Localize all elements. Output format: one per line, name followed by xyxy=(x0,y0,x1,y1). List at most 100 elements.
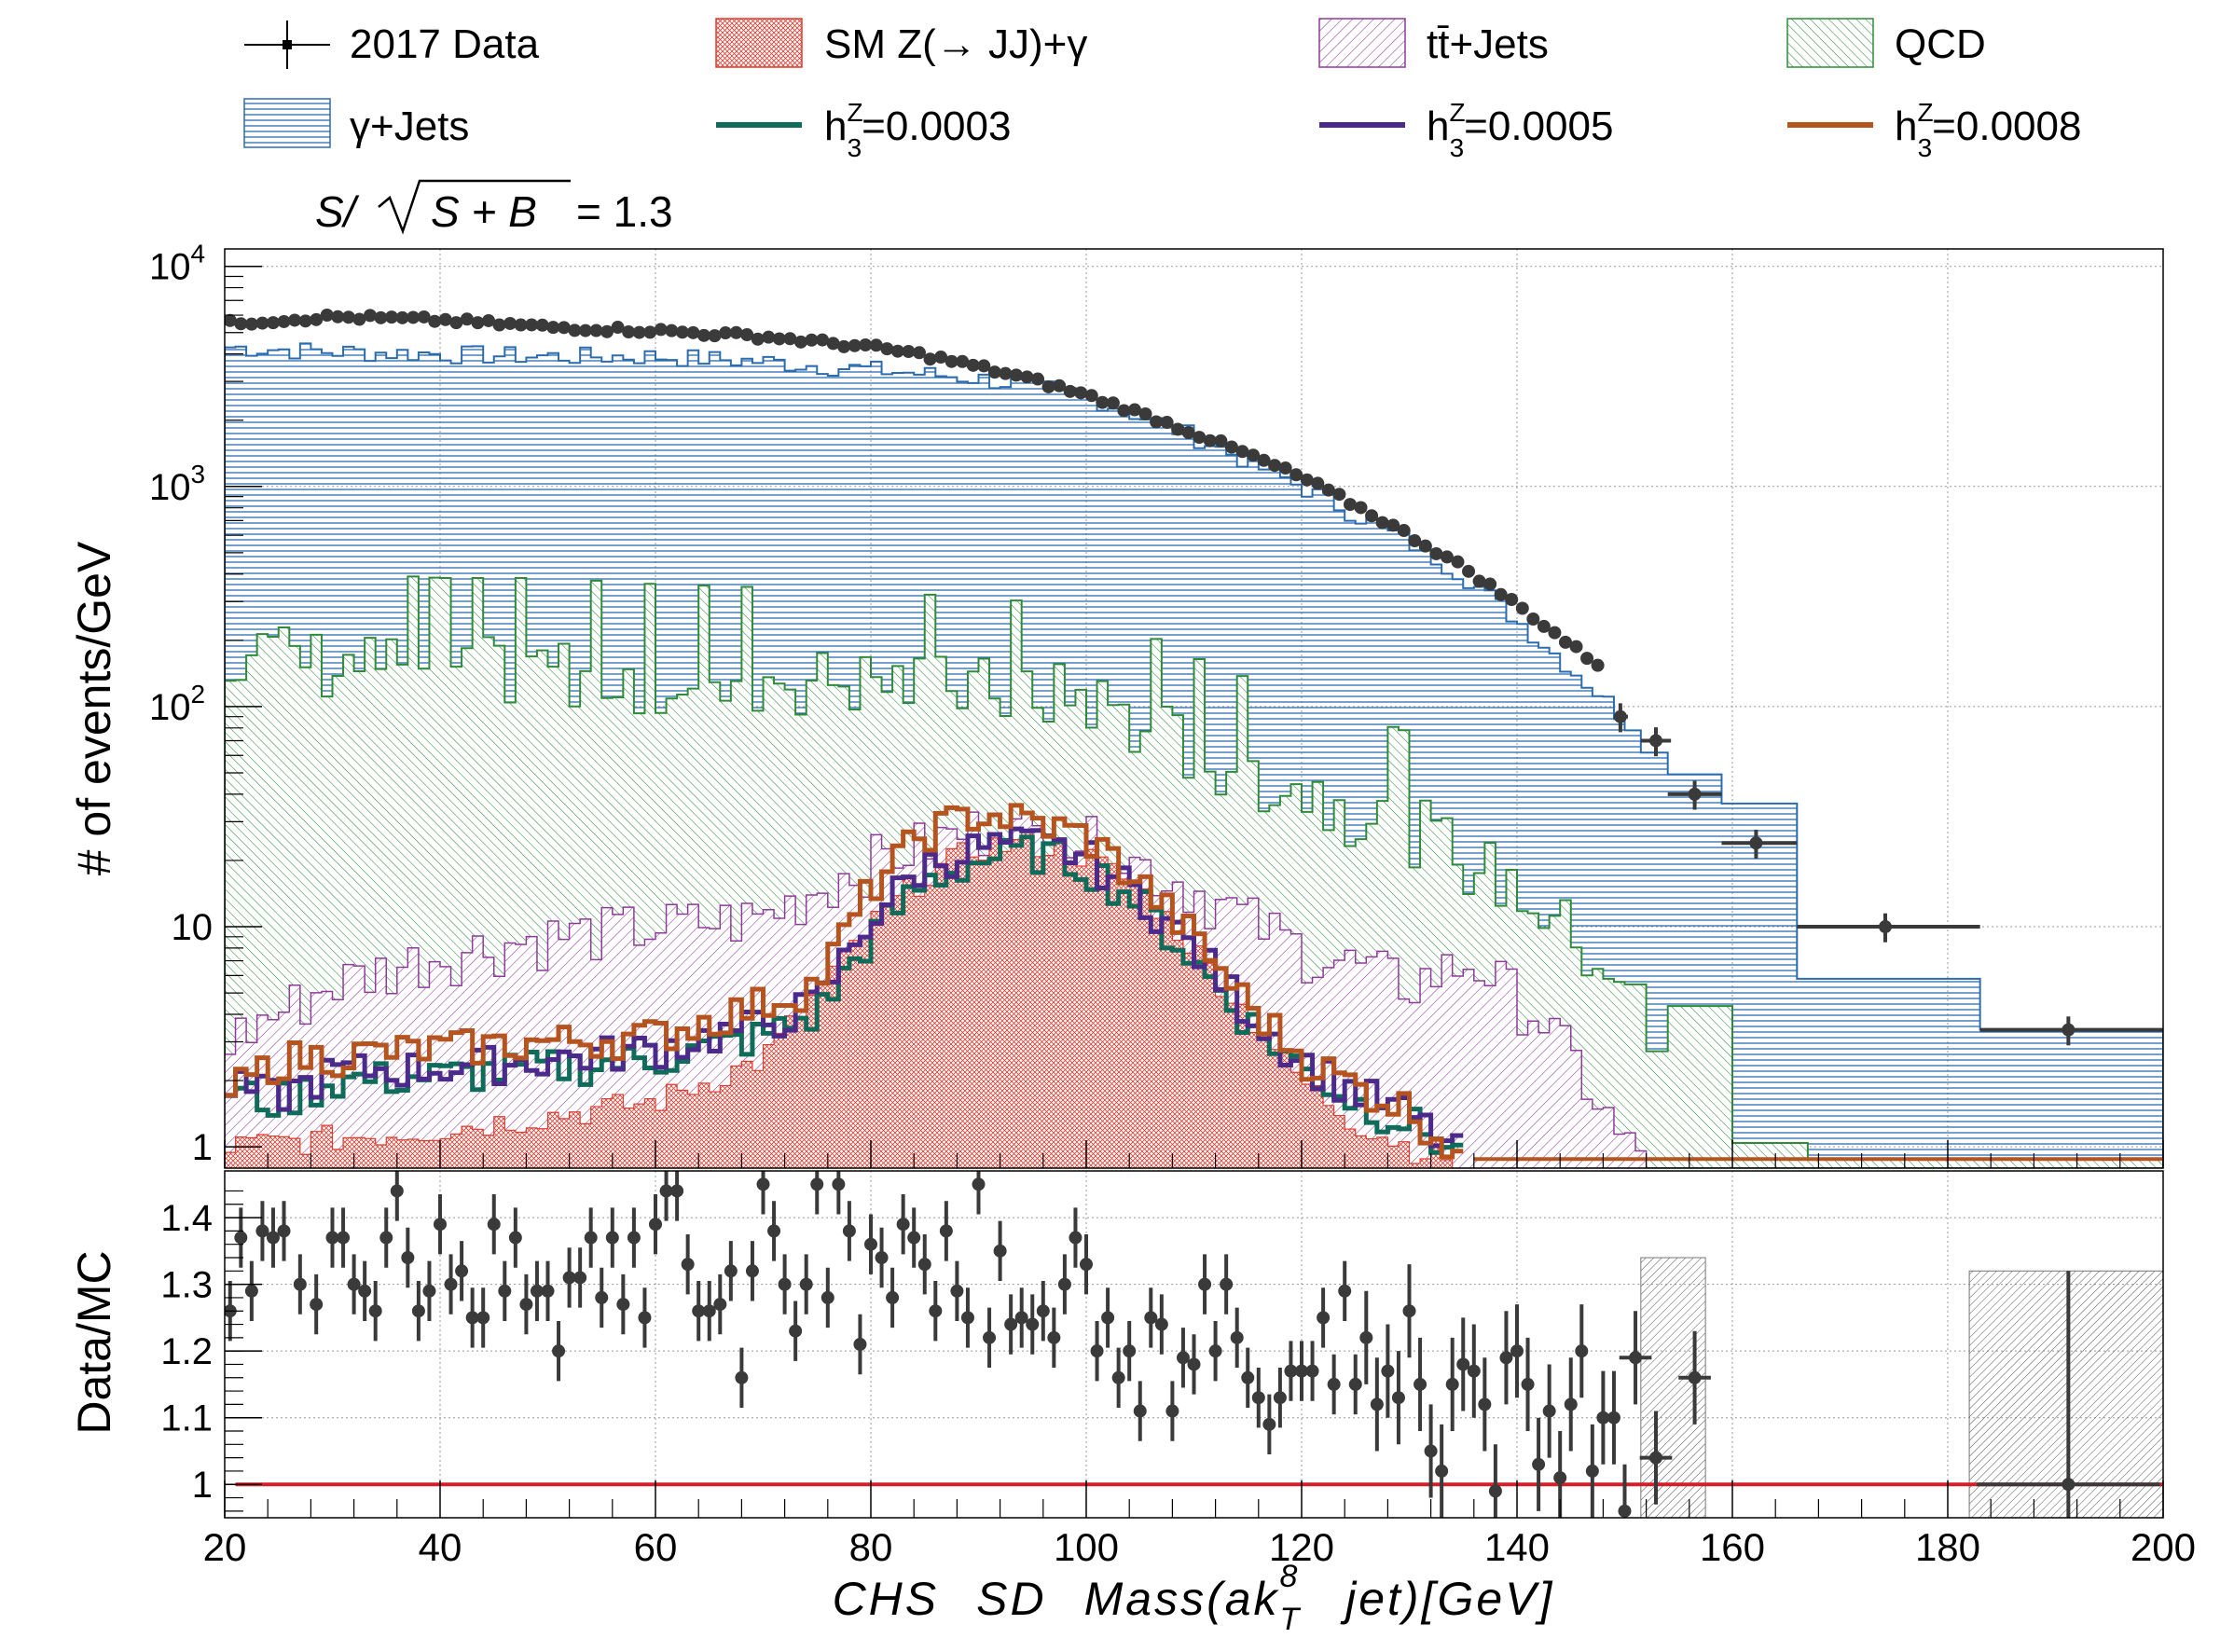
data-point xyxy=(277,314,291,328)
ratio-point xyxy=(1348,1377,1362,1391)
data-point xyxy=(1009,368,1023,382)
data-point xyxy=(385,310,399,324)
data-point xyxy=(1462,564,1476,578)
ratio-y-ticks: 1 1.1 1.2 1.3 1.4 xyxy=(160,1190,262,1512)
ratio-point xyxy=(1047,1330,1061,1344)
data-point xyxy=(1580,652,1594,666)
data-point xyxy=(622,325,636,339)
data-point xyxy=(1440,550,1454,564)
data-point xyxy=(1408,534,1422,548)
ratio-point xyxy=(1273,1391,1287,1405)
data-point xyxy=(234,317,248,331)
ratio-point xyxy=(864,1237,877,1251)
data-point xyxy=(1247,448,1261,462)
data-point xyxy=(1375,516,1389,530)
ratio-point xyxy=(842,1224,856,1238)
data-point xyxy=(589,324,603,337)
data-point xyxy=(945,354,958,368)
data-point xyxy=(859,337,873,351)
data-point xyxy=(890,344,904,358)
data-point xyxy=(1569,640,1583,654)
ratio-point xyxy=(917,1258,931,1272)
ratio-point xyxy=(390,1184,404,1198)
significance-rhs: = 1.3 xyxy=(576,187,673,236)
legend-entry-h3-0003: hZ 3=0.0003 xyxy=(716,98,1011,162)
ratio-frame xyxy=(224,1170,2164,1519)
ratio-point xyxy=(1553,1471,1567,1485)
ratio-point xyxy=(244,1284,258,1298)
ratio-tick-label: 1.2 xyxy=(160,1331,213,1372)
data-point xyxy=(740,328,754,342)
ratio-point xyxy=(939,1224,953,1238)
data-point xyxy=(600,324,614,338)
ratio-point xyxy=(960,1311,974,1325)
data-points xyxy=(225,308,2163,1046)
ratio-point xyxy=(1402,1304,1416,1318)
data-point xyxy=(331,310,345,324)
data-point xyxy=(772,332,786,346)
ratio-point xyxy=(487,1218,501,1232)
ratio-point xyxy=(950,1284,964,1298)
ratio-point xyxy=(1648,1451,1662,1465)
x-tick-label: 80 xyxy=(849,1525,893,1569)
data-point xyxy=(956,354,970,368)
data-point xyxy=(611,321,625,335)
legend-label-qcd: QCD xyxy=(1895,21,1986,67)
ratio-point xyxy=(347,1277,361,1291)
legend-entry-qcd: QCD xyxy=(1786,18,1986,68)
data-point xyxy=(266,316,280,330)
legend-entry-ttbar: tt̄+Jets xyxy=(1318,18,1549,68)
data-point xyxy=(535,318,549,332)
legend-label-sm: SM Z(→ JJ)+γ xyxy=(824,21,1087,67)
ratio-point xyxy=(255,1224,269,1238)
ratio-point xyxy=(638,1311,652,1325)
ratio-point xyxy=(605,1231,619,1245)
data-point xyxy=(987,365,1001,379)
ratio-point xyxy=(767,1224,781,1238)
data-point xyxy=(1106,396,1120,410)
data-point xyxy=(1020,370,1034,384)
ratio-point xyxy=(886,1290,900,1304)
ratio-point xyxy=(1198,1277,1212,1291)
ratio-point xyxy=(1596,1411,1610,1425)
data-point xyxy=(665,324,679,337)
ratio-point xyxy=(541,1284,555,1298)
y-tick-label: 103 xyxy=(149,460,205,508)
data-point xyxy=(816,333,830,347)
data-point xyxy=(675,325,689,339)
ratio-point xyxy=(778,1277,792,1291)
ratio-point xyxy=(1327,1377,1341,1391)
data-point xyxy=(923,352,937,366)
ratio-uncertainty-bands xyxy=(1640,1257,2163,1518)
ratio-point xyxy=(1607,1411,1620,1425)
data-point xyxy=(1181,426,1195,440)
ratio-point xyxy=(595,1290,609,1304)
ratio-point xyxy=(627,1231,641,1245)
data-point xyxy=(805,333,819,347)
data-point xyxy=(966,358,980,372)
data-point xyxy=(503,316,517,330)
data-point xyxy=(288,313,302,327)
legend-entry-sm: SM Z(→ JJ)+γ xyxy=(715,18,1087,68)
ratio-point xyxy=(799,1277,813,1291)
data-point xyxy=(546,321,560,335)
ratio-point xyxy=(379,1231,393,1245)
ratio-point xyxy=(584,1231,598,1245)
data-point xyxy=(1084,389,1098,403)
main-y-axis-title: # of events/GeV xyxy=(68,541,120,875)
data-point xyxy=(1879,920,1893,934)
ratio-point xyxy=(1338,1284,1352,1298)
ratio-point xyxy=(1618,1504,1632,1518)
ratio-point xyxy=(692,1304,706,1318)
ratio-point xyxy=(659,1184,673,1198)
data-point xyxy=(1386,518,1400,532)
data-point xyxy=(2062,1023,2075,1037)
ratio-point xyxy=(821,1290,834,1304)
significance-lhs: S/ xyxy=(315,187,360,236)
ratio-point xyxy=(2062,1478,2075,1492)
ratio-unc-band xyxy=(1968,1270,2163,1518)
ratio-point xyxy=(1532,1457,1546,1471)
data-point xyxy=(1548,626,1562,640)
data-point xyxy=(1278,461,1292,475)
